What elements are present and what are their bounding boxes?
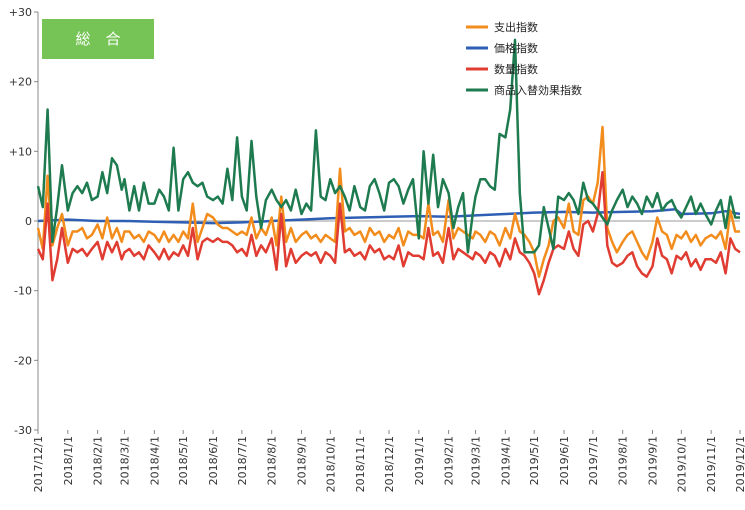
series-layer — [36, 38, 741, 296]
x-tick-label: 2019/10/1 — [675, 436, 688, 492]
x-tick-label: 2019/5/1 — [528, 436, 541, 485]
x-tick-label: 2018/4/1 — [148, 436, 161, 485]
y-tick-label: +10 — [9, 145, 32, 158]
x-tick-label: 2018/2/1 — [92, 436, 105, 485]
chart-title: 総 合 — [75, 30, 120, 48]
x-axis: 2017/12/1 2018/1/1 2018/2/1 2018/3/1 2018/4/… — [32, 430, 745, 492]
title-badge: 総 合 — [42, 19, 154, 59]
x-tick-label: 2019/12/1 — [734, 436, 745, 492]
y-tick-label: -20 — [14, 354, 32, 367]
x-tick-label: 2019/8/1 — [617, 436, 630, 485]
y-tick-label: +30 — [9, 6, 32, 19]
y-tick-label: +20 — [9, 76, 32, 89]
x-tick-label: 2019/6/1 — [558, 436, 571, 485]
legend-label: 価格指数 — [494, 41, 538, 55]
x-tick-label: 2018/5/1 — [177, 436, 190, 485]
series-line-4 — [36, 38, 740, 254]
x-tick-label: 2019/7/1 — [587, 436, 600, 485]
y-tick-label: 0 — [25, 215, 32, 228]
x-tick-label: 2018/11/1 — [354, 436, 367, 492]
x-tick-label: 2019/1/1 — [413, 436, 426, 485]
series-line-3 — [36, 170, 741, 296]
legend-label: 数量指数 — [494, 62, 538, 76]
x-tick-label: 2019/11/1 — [705, 436, 718, 492]
x-tick-label: 2018/3/1 — [119, 436, 132, 485]
x-tick-label: 2019/9/1 — [646, 436, 659, 485]
y-tick-label: -10 — [14, 285, 32, 298]
x-tick-label: 2018/6/1 — [207, 436, 220, 485]
title-badge-box — [42, 19, 154, 59]
x-tick-label: 2019/4/1 — [499, 436, 512, 485]
x-tick-label: 2018/10/1 — [324, 436, 337, 492]
legend-label: 支出指数 — [494, 20, 538, 34]
series-line-1 — [36, 125, 740, 278]
x-tick-label: 2019/3/1 — [470, 436, 483, 485]
x-tick-label: 2018/12/1 — [383, 436, 396, 492]
legend-label: 商品入替効果指数 — [494, 83, 582, 97]
y-tick-label: -30 — [14, 424, 32, 437]
x-tick-label: 2018/9/1 — [295, 436, 308, 485]
x-tick-label: 2018/1/1 — [62, 436, 75, 485]
x-tick-label: 2018/8/1 — [266, 436, 279, 485]
x-tick-label: 2019/2/1 — [443, 436, 456, 485]
x-tick-label: 2017/12/1 — [32, 436, 45, 492]
x-tick-label: 2018/7/1 — [236, 436, 249, 485]
